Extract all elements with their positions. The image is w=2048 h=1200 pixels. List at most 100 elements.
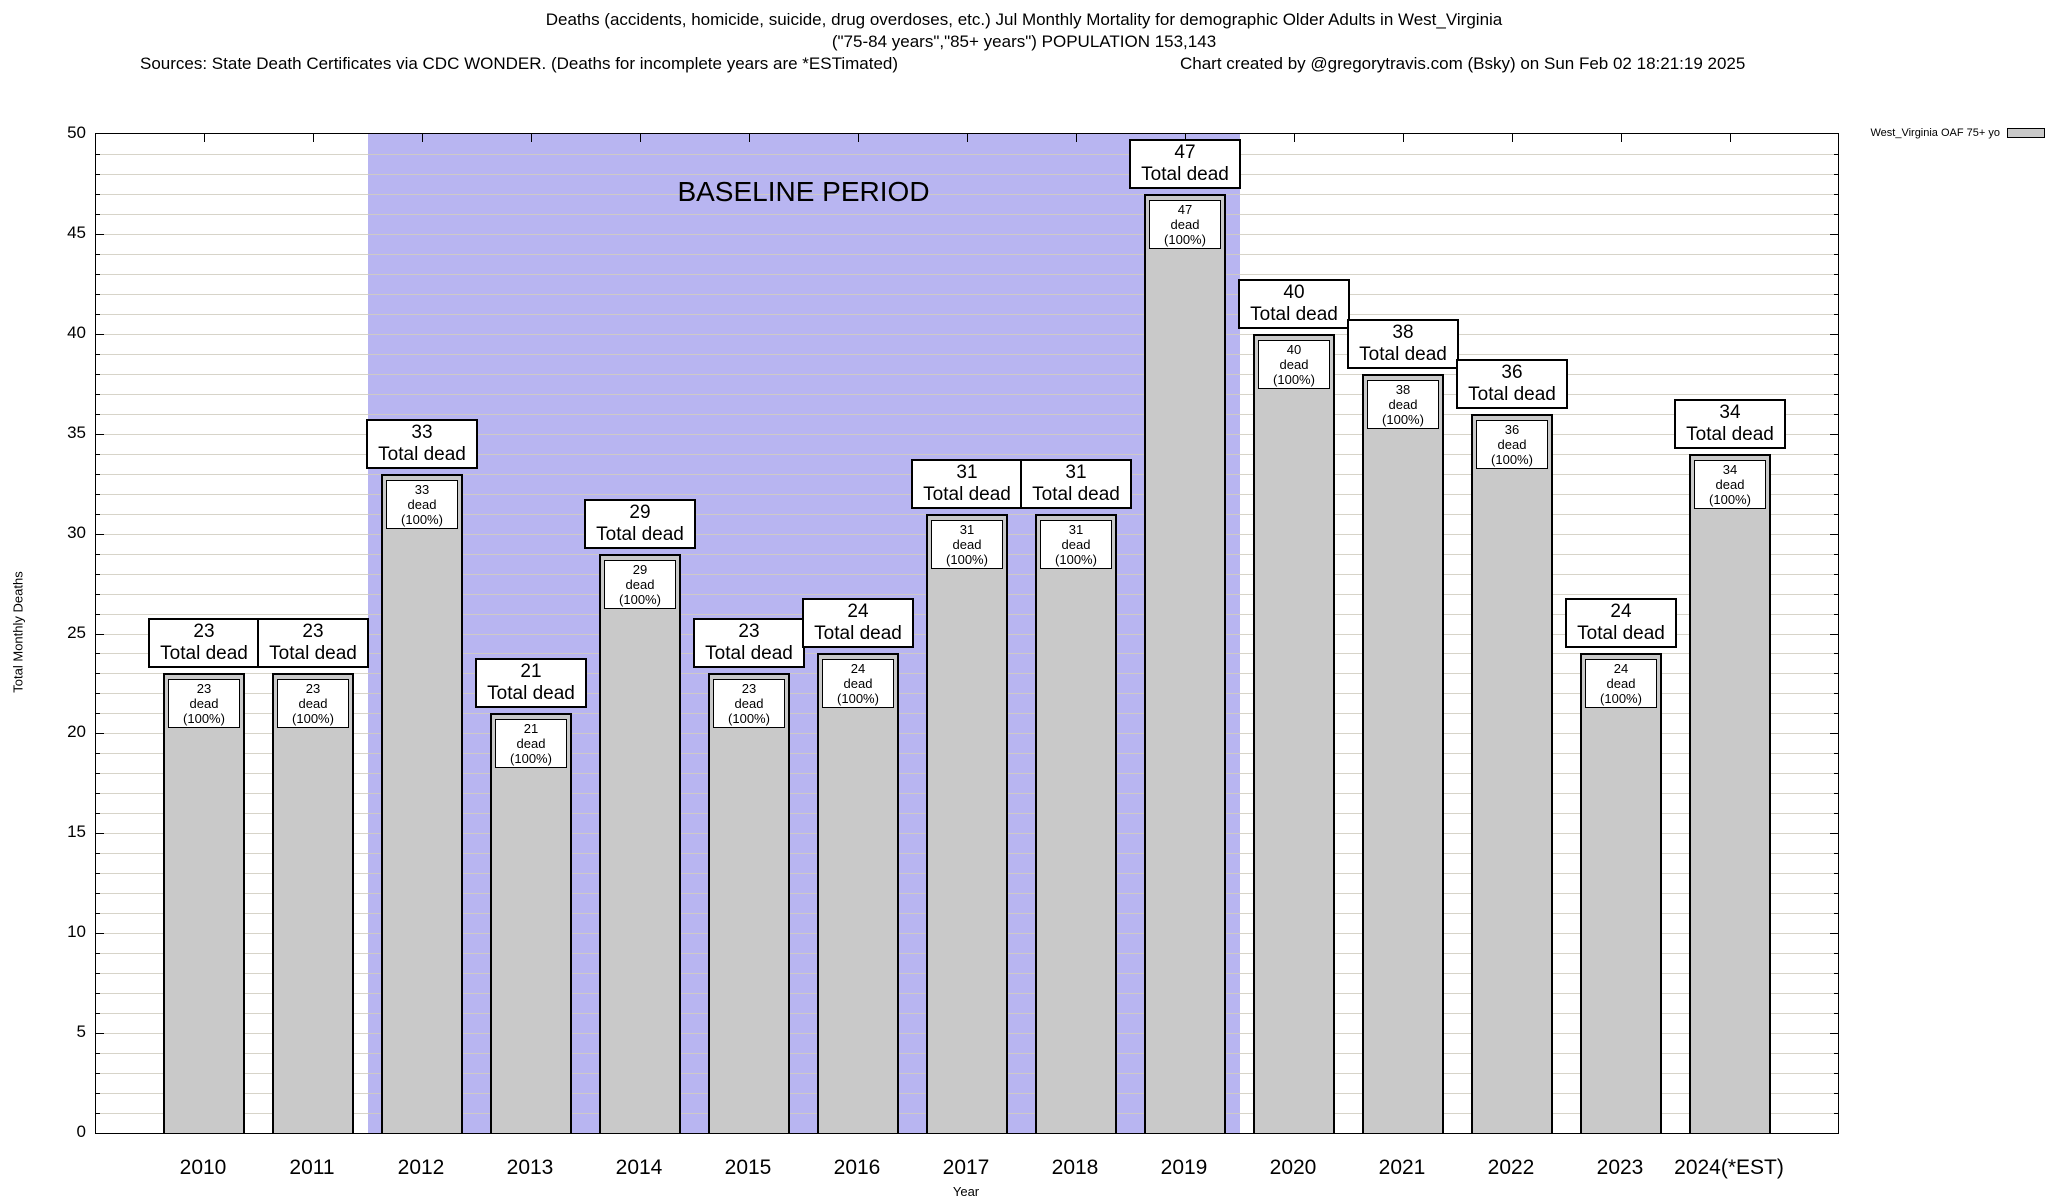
y-tick — [1834, 353, 1838, 355]
bar-total-value: 38 — [1392, 321, 1414, 343]
bar-inner-suffix: dead (100%) — [837, 676, 879, 707]
y-tick-label: 50 — [67, 123, 86, 142]
y-tick — [96, 233, 104, 235]
bar-inner-suffix: dead (100%) — [1491, 436, 1533, 467]
y-tick — [1834, 573, 1838, 575]
y-tick — [96, 313, 100, 315]
bar-2013: 21 dead (100%) — [490, 713, 572, 1133]
y-tick-label: 45 — [67, 222, 86, 242]
y-tick — [1834, 953, 1838, 955]
y-tick-label: 25 — [67, 622, 86, 642]
bar-total-value: 23 — [738, 621, 760, 643]
y-tick — [1834, 193, 1838, 195]
y-tick — [1830, 933, 1838, 935]
bar-inner-suffix: dead (100%) — [728, 696, 770, 727]
x-tick — [1621, 134, 1622, 142]
bar-inner-label: 24 dead (100%) — [1585, 659, 1657, 709]
y-tick — [1834, 973, 1838, 975]
gridline — [96, 293, 1838, 295]
bar-total-value: 33 — [411, 421, 433, 443]
bar-2020: 40 dead (100%) — [1253, 333, 1335, 1133]
bar-inner-value: 21 — [523, 721, 539, 737]
gridline — [96, 193, 1838, 195]
bar-2017: 31 dead (100%) — [926, 513, 1008, 1133]
y-tick — [96, 213, 100, 215]
bar-total-suffix: Total dead — [923, 483, 1011, 505]
y-tick — [96, 1113, 100, 1115]
bar-total-value: 21 — [520, 661, 542, 683]
bar-total-suffix: Total dead — [1359, 343, 1447, 365]
x-tick-label-2024(*EST): 2024(*EST) — [1674, 1156, 1784, 1179]
y-tick — [1834, 293, 1838, 295]
y-tick — [1834, 873, 1838, 875]
bar-total-label: 33 Total dead — [366, 418, 478, 469]
bar-total-value: 31 — [1065, 461, 1087, 483]
y-tick — [1834, 793, 1838, 795]
bar-2024(*EST): 34 dead (100%) — [1689, 453, 1771, 1133]
y-tick — [1830, 333, 1838, 335]
bar-inner-value: 23 — [741, 681, 757, 697]
bar-inner-label: 23 dead (100%) — [713, 679, 785, 729]
bar-total-suffix: Total dead — [487, 683, 575, 705]
gridline — [96, 233, 1838, 235]
y-tick — [96, 793, 100, 795]
baseline-period-label: BASELINE PERIOD — [677, 176, 930, 207]
bar-total-suffix: Total dead — [596, 523, 684, 545]
plot-area: BASELINE PERIOD 23 dead (100%) 23 Total dead… — [95, 133, 1839, 1134]
bar-total-value: 47 — [1174, 141, 1196, 163]
y-tick — [1834, 253, 1838, 255]
y-tick — [96, 913, 100, 915]
x-tick-label-2017: 2017 — [942, 1156, 990, 1179]
y-tick — [96, 1093, 100, 1095]
bar-total-value: 31 — [956, 461, 978, 483]
bar-2014: 29 dead (100%) — [599, 553, 681, 1133]
x-tick-label-2013: 2013 — [506, 1156, 554, 1179]
bar-inner-value: 33 — [414, 481, 430, 497]
y-axis-title: Total Monthly Deaths — [10, 571, 26, 693]
bar-total-label: 31 Total dead — [911, 458, 1023, 509]
bar-inner-value: 24 — [1613, 661, 1629, 677]
y-tick — [96, 573, 100, 575]
y-tick — [96, 893, 100, 895]
y-tick — [96, 733, 104, 735]
bar-2019: 47 dead (100%) — [1144, 193, 1226, 1133]
gridline — [96, 413, 1838, 415]
bar-inner-suffix: dead (100%) — [292, 696, 334, 727]
y-tick — [96, 693, 100, 695]
y-tick — [1834, 513, 1838, 515]
y-tick — [1834, 273, 1838, 275]
x-tick-label-2021: 2021 — [1378, 1156, 1426, 1179]
gridline — [96, 373, 1838, 375]
bar-inner-label: 38 dead (100%) — [1367, 379, 1439, 429]
y-tick — [96, 373, 100, 375]
y-tick-label: 5 — [76, 1022, 86, 1042]
y-tick — [96, 253, 100, 255]
bar-inner-suffix: dead (100%) — [1273, 356, 1315, 387]
bar-2021: 38 dead (100%) — [1362, 373, 1444, 1133]
bar-total-suffix: Total dead — [1468, 383, 1556, 405]
bar-total-suffix: Total dead — [1577, 623, 1665, 645]
y-tick — [96, 453, 100, 455]
y-tick — [1830, 533, 1838, 535]
y-tick — [96, 1073, 100, 1075]
y-tick — [1834, 173, 1838, 175]
gridline — [96, 153, 1838, 155]
y-tick — [1834, 393, 1838, 395]
y-tick — [1834, 673, 1838, 675]
y-tick — [1834, 413, 1838, 415]
chart-title-line2: ("75-84 years","85+ years") POPULATION 1… — [831, 32, 1217, 51]
y-tick-label: 10 — [67, 922, 86, 942]
bar-inner-value: 23 — [196, 681, 212, 697]
x-tick — [1294, 134, 1295, 142]
y-tick-label: 20 — [67, 722, 86, 742]
legend: West_Virginia OAF 75+ yo — [1870, 127, 2045, 139]
y-tick — [96, 173, 100, 175]
bar-total-value: 34 — [1719, 401, 1741, 423]
bar-2010: 23 dead (100%) — [163, 673, 245, 1133]
y-tick — [96, 973, 100, 975]
y-tick — [1830, 733, 1838, 735]
chart-title-line1: Deaths (accidents, homicide, suicide, dr… — [545, 10, 1503, 29]
y-tick-label: 40 — [67, 322, 86, 342]
bar-total-value: 24 — [847, 601, 869, 623]
bar-total-label: 23 Total dead — [257, 618, 369, 669]
